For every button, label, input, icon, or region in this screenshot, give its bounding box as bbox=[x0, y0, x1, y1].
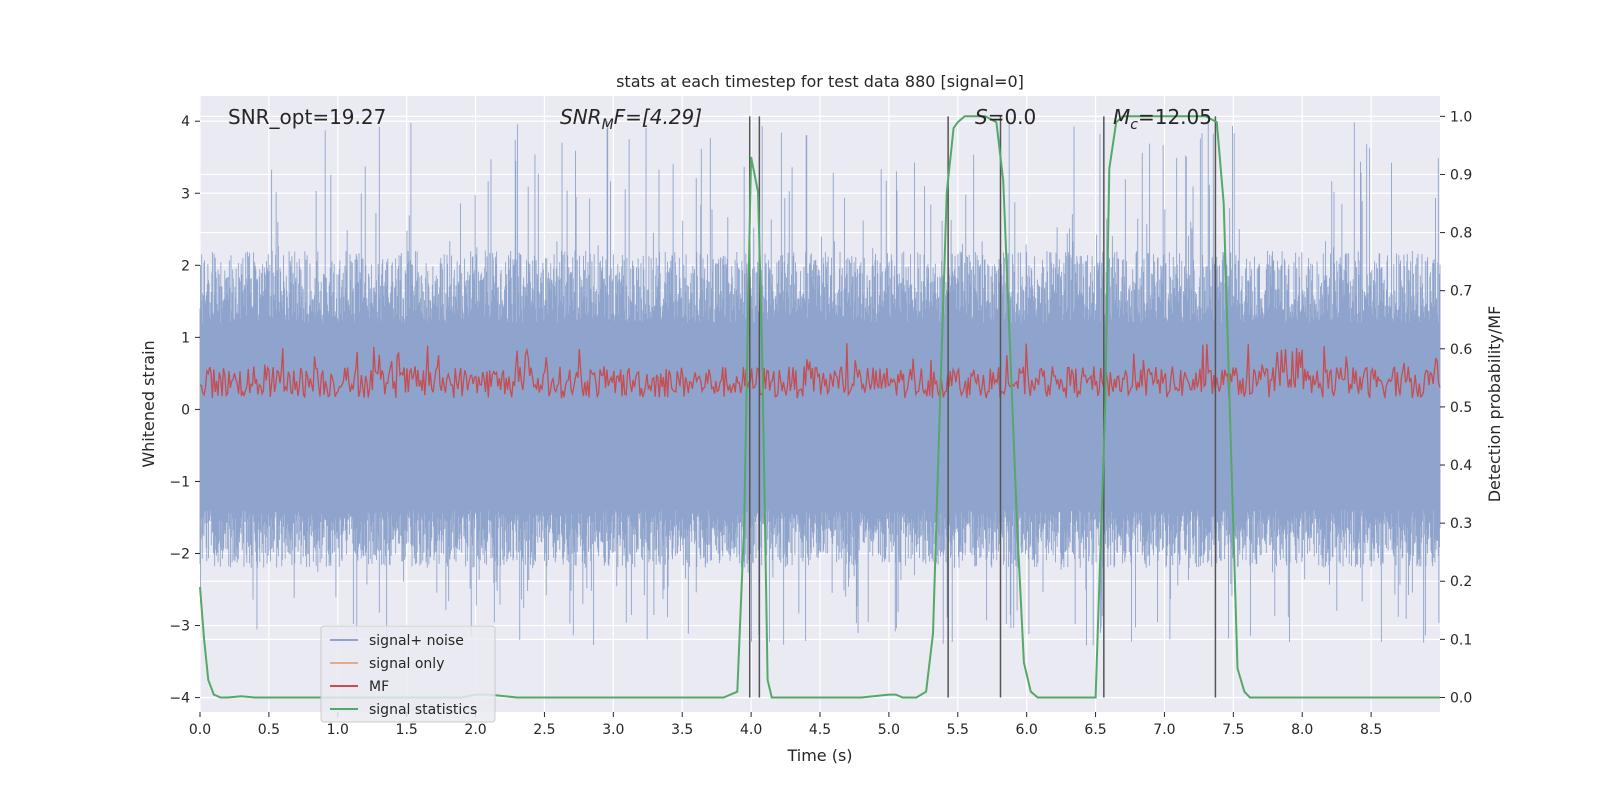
x-tick-label: 1.5 bbox=[396, 722, 418, 738]
x-tick-label: 2.5 bbox=[533, 722, 555, 738]
mc-base: M bbox=[1113, 105, 1130, 129]
snr-mf-base: SNR bbox=[560, 105, 602, 129]
signal-noise-trace bbox=[199, 121, 1441, 646]
mc-value: =12.05 bbox=[1138, 105, 1212, 129]
y-right-tick-label: 0.4 bbox=[1450, 458, 1472, 474]
y-right-tick-label: 0.1 bbox=[1450, 632, 1472, 648]
x-tick-label: 4.0 bbox=[740, 722, 762, 738]
legend-label-mf: MF bbox=[369, 679, 389, 695]
x-tick-label: 1.0 bbox=[327, 722, 349, 738]
annotation-mc: Mc=12.05 bbox=[1113, 105, 1212, 133]
legend-label-signal-noise: signal+ noise bbox=[369, 633, 464, 649]
x-tick-label: 8.0 bbox=[1291, 722, 1313, 738]
series-signal-noise bbox=[199, 121, 1441, 646]
y-axis-right-label: Detection probability/MF bbox=[1485, 306, 1504, 503]
y-right-tick-label: 1.0 bbox=[1450, 109, 1472, 125]
y-tick-label: 1 bbox=[181, 330, 190, 346]
x-tick-label: 0.5 bbox=[258, 722, 280, 738]
y-right-tick-label: 0.5 bbox=[1450, 400, 1472, 416]
mc-sub: c bbox=[1130, 117, 1138, 133]
x-tick-label: 5.0 bbox=[878, 722, 900, 738]
x-tick-label: 3.5 bbox=[671, 722, 693, 738]
y-tick-label: 4 bbox=[181, 114, 190, 130]
y-tick-label: 2 bbox=[181, 258, 190, 274]
axis-ticks: 0.0 0.5 1.0 1.5 2.0 2.5 3.0 3.5 4.0 4.5 5.0 5.5 6.0 6… bbox=[169, 109, 1472, 738]
y-tick-label: 3 bbox=[181, 186, 190, 202]
s-value: =0.0 bbox=[988, 105, 1037, 129]
x-tick-label: 5.5 bbox=[947, 722, 969, 738]
x-tick-label: 6.5 bbox=[1084, 722, 1106, 738]
s-name: S bbox=[975, 105, 988, 129]
legend-label-signal-statistics: signal statistics bbox=[369, 702, 477, 718]
snr-mf-rest: F=[4.29] bbox=[614, 105, 702, 129]
legend: signal+ noise signal only MF signal stat… bbox=[320, 625, 496, 723]
y-right-tick-label: 0.9 bbox=[1450, 167, 1472, 183]
annotation-s: S=0.0 bbox=[975, 105, 1036, 129]
y-right-tick-label: 0.7 bbox=[1450, 284, 1472, 300]
annotation-snr-mf: SNRMF=[4.29] bbox=[560, 105, 702, 133]
y-right-tick-label: 0.2 bbox=[1450, 574, 1472, 590]
y-tick-label: −1 bbox=[169, 474, 190, 490]
x-tick-label: 7.0 bbox=[1153, 722, 1175, 738]
series-mf bbox=[199, 343, 1441, 399]
legend-box bbox=[320, 625, 496, 723]
annotation-snr-opt: SNR_opt=19.27 bbox=[228, 105, 386, 129]
chart-title: stats at each timestep for test data 880… bbox=[616, 72, 1024, 91]
y-tick-label: −2 bbox=[169, 546, 190, 562]
y-right-tick-label: 0.6 bbox=[1450, 342, 1472, 358]
x-tick-label: 3.0 bbox=[602, 722, 624, 738]
x-tick-label: 0.0 bbox=[189, 722, 211, 738]
x-tick-label: 6.0 bbox=[1016, 722, 1038, 738]
y-tick-label: 0 bbox=[181, 402, 190, 418]
x-tick-label: 7.5 bbox=[1222, 722, 1244, 738]
x-tick-label: 4.5 bbox=[809, 722, 831, 738]
x-tick-label: 2.0 bbox=[464, 722, 486, 738]
snr-mf-sub: M bbox=[602, 117, 614, 133]
x-axis-label: Time (s) bbox=[786, 746, 852, 765]
y-right-tick-label: 0.0 bbox=[1450, 690, 1472, 706]
mf-line bbox=[199, 343, 1441, 399]
y-tick-label: −4 bbox=[169, 691, 190, 707]
y-axis-label: Whitened strain bbox=[139, 340, 158, 467]
y-right-tick-label: 0.8 bbox=[1450, 226, 1472, 242]
y-right-tick-label: 0.3 bbox=[1450, 516, 1472, 532]
x-tick-label: 8.5 bbox=[1360, 722, 1382, 738]
y-tick-label: −3 bbox=[169, 619, 190, 635]
legend-label-signal-only: signal only bbox=[369, 656, 444, 672]
